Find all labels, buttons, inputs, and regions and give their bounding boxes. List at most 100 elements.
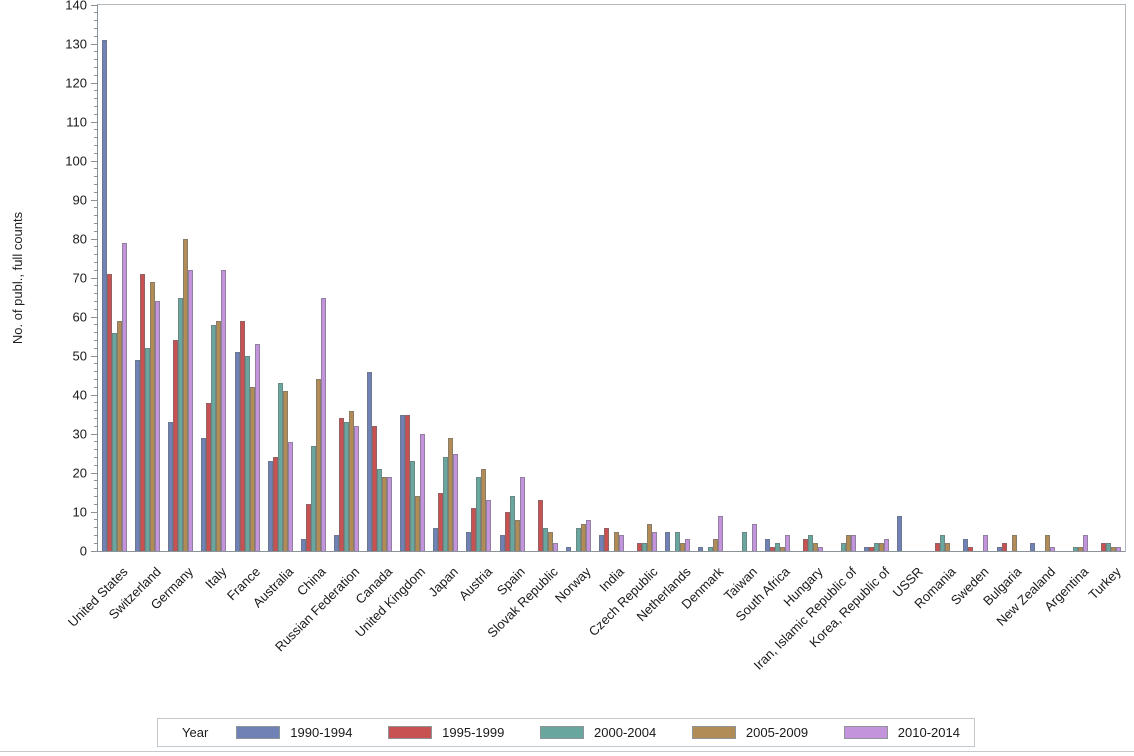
bar bbox=[239, 320, 245, 551]
x-axis-label: Italy bbox=[202, 564, 230, 592]
bar-group bbox=[864, 5, 890, 551]
bar bbox=[415, 496, 421, 551]
y-minor-tick bbox=[94, 308, 97, 310]
y-minor-tick bbox=[94, 98, 97, 100]
y-tick-label: 120 bbox=[65, 75, 87, 91]
bar bbox=[807, 535, 813, 551]
y-minor-tick bbox=[94, 222, 97, 224]
bar bbox=[150, 281, 156, 551]
bar bbox=[945, 543, 951, 551]
bar bbox=[188, 270, 194, 551]
bar-group bbox=[466, 5, 492, 551]
y-tick-label: 0 bbox=[79, 543, 87, 559]
y-minor-tick bbox=[94, 402, 97, 404]
bar bbox=[117, 320, 123, 551]
bar-group bbox=[897, 5, 922, 551]
bar bbox=[305, 504, 311, 551]
bar bbox=[481, 469, 487, 551]
bar bbox=[486, 500, 492, 551]
y-major-tick bbox=[91, 4, 97, 6]
bar bbox=[879, 543, 885, 551]
bar bbox=[433, 527, 439, 551]
bar bbox=[751, 523, 757, 551]
y-minor-tick bbox=[94, 113, 97, 115]
bar bbox=[216, 320, 222, 551]
bar bbox=[996, 547, 1002, 551]
bar bbox=[107, 274, 113, 551]
bar bbox=[499, 535, 505, 551]
y-minor-tick bbox=[94, 152, 97, 154]
legend-label: 2000-2004 bbox=[594, 725, 657, 740]
y-tick-label: 140 bbox=[65, 0, 87, 13]
bar bbox=[221, 270, 227, 551]
bar-group bbox=[831, 5, 856, 551]
y-minor-tick bbox=[94, 12, 97, 14]
bar bbox=[718, 515, 724, 551]
y-minor-tick bbox=[94, 261, 97, 263]
y-tick-label: 90 bbox=[72, 192, 87, 208]
bar bbox=[466, 531, 472, 551]
y-minor-tick bbox=[94, 105, 97, 107]
bar bbox=[267, 461, 273, 551]
y-tick-label: 30 bbox=[72, 426, 87, 442]
bar bbox=[1029, 543, 1035, 551]
bar bbox=[1105, 543, 1111, 551]
y-major-tick bbox=[91, 550, 97, 552]
bar bbox=[1011, 535, 1017, 551]
y-minor-tick bbox=[94, 449, 97, 451]
y-major-tick bbox=[91, 355, 97, 357]
bar bbox=[845, 535, 851, 551]
bar bbox=[637, 543, 643, 551]
y-minor-tick bbox=[94, 35, 97, 37]
y-minor-tick bbox=[94, 378, 97, 380]
y-minor-tick bbox=[94, 51, 97, 53]
bar bbox=[741, 531, 747, 551]
y-minor-tick bbox=[94, 371, 97, 373]
y-tick-label: 60 bbox=[72, 309, 87, 325]
bar bbox=[140, 274, 146, 551]
y-minor-tick bbox=[94, 363, 97, 365]
y-minor-tick bbox=[94, 144, 97, 146]
y-major-tick bbox=[91, 433, 97, 435]
legend-swatch bbox=[540, 726, 585, 739]
y-minor-tick bbox=[94, 285, 97, 287]
y-tick-label: 80 bbox=[72, 231, 87, 247]
bar bbox=[580, 523, 586, 551]
bar bbox=[652, 531, 658, 551]
bar bbox=[504, 512, 510, 551]
y-minor-tick bbox=[94, 410, 97, 412]
bar-group bbox=[533, 5, 558, 551]
bars-layer bbox=[98, 5, 1125, 551]
bar-group bbox=[632, 5, 658, 551]
bar bbox=[338, 418, 344, 551]
bar bbox=[817, 547, 823, 551]
y-minor-tick bbox=[94, 488, 97, 490]
bar bbox=[310, 445, 316, 551]
y-minor-tick bbox=[94, 27, 97, 29]
bar bbox=[206, 402, 212, 551]
bar bbox=[884, 539, 890, 551]
bar bbox=[968, 547, 974, 551]
x-axis-label: Austria bbox=[455, 564, 495, 604]
bar bbox=[1077, 547, 1083, 551]
y-minor-tick bbox=[94, 456, 97, 458]
bar-group bbox=[367, 5, 393, 551]
bar bbox=[287, 441, 293, 551]
bar bbox=[343, 422, 349, 551]
bar bbox=[443, 457, 449, 551]
legend-swatch bbox=[843, 726, 888, 739]
bar bbox=[769, 547, 775, 551]
bar bbox=[864, 547, 870, 551]
x-axis-label: Japan bbox=[425, 564, 462, 600]
bar-group bbox=[963, 5, 989, 551]
y-minor-tick bbox=[94, 176, 97, 178]
y-minor-tick bbox=[94, 137, 97, 139]
y-minor-tick bbox=[94, 230, 97, 232]
legend-label: 1995-1999 bbox=[442, 725, 505, 740]
bar bbox=[614, 531, 619, 551]
bar bbox=[509, 496, 515, 551]
x-axis-label: Turkey bbox=[1085, 564, 1125, 603]
y-minor-tick bbox=[94, 425, 97, 427]
y-minor-tick bbox=[94, 332, 97, 334]
